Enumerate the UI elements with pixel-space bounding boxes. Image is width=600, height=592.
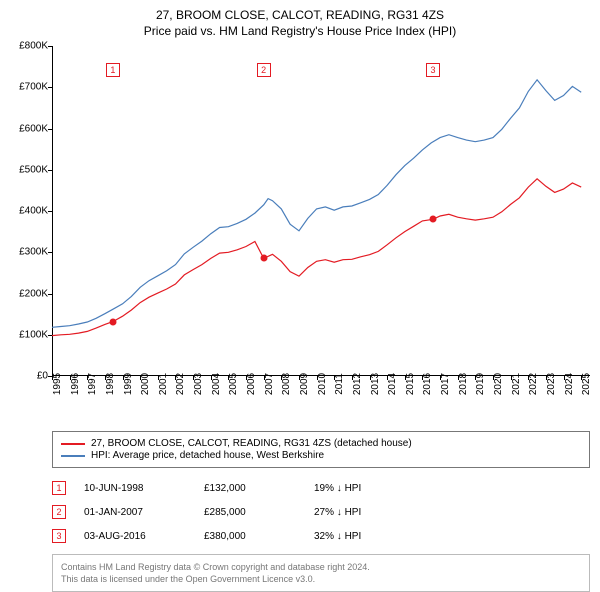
sale-marker-dot-1 [109, 318, 116, 325]
x-tick-label: 1995 [52, 373, 63, 395]
x-tick-label: 2003 [193, 373, 204, 395]
x-tick-label: 2008 [281, 373, 292, 395]
legend-label: 27, BROOM CLOSE, CALCOT, READING, RG31 4… [91, 438, 412, 449]
x-tick-label: 2000 [140, 373, 151, 395]
x-tick-label: 2022 [528, 373, 539, 395]
x-tick-label: 2012 [352, 373, 363, 395]
legend-swatch [61, 443, 85, 445]
y-tick-label: £0 [37, 371, 48, 382]
y-tick-label: £600K [19, 123, 48, 134]
y-tick-mark [48, 87, 52, 88]
sale-date: 01-JAN-2007 [84, 507, 204, 518]
x-tick-label: 2006 [246, 373, 257, 395]
x-tick-label: 1999 [123, 373, 134, 395]
legend-label: HPI: Average price, detached house, West… [91, 450, 324, 461]
sale-date: 10-JUN-1998 [84, 483, 204, 494]
x-tick-label: 2002 [175, 373, 186, 395]
x-tick-label: 2018 [458, 373, 469, 395]
sales-table: 1 10-JUN-1998£132,00019% ↓ HPI 2 01-JAN-200… [52, 476, 590, 548]
y-tick-label: £500K [19, 164, 48, 175]
x-tick-label: 2010 [317, 373, 328, 395]
legend-row: 27, BROOM CLOSE, CALCOT, READING, RG31 4… [61, 438, 581, 449]
y-tick-mark [48, 129, 52, 130]
sale-date: 03-AUG-2016 [84, 531, 204, 542]
sale-diff: 32% ↓ HPI [314, 531, 424, 542]
footer-line-2: This data is licensed under the Open Gov… [61, 573, 581, 585]
x-axis: 1995199619971998199920002001200220032004… [52, 378, 590, 423]
y-tick-label: £300K [19, 247, 48, 258]
y-tick-label: £100K [19, 329, 48, 340]
sale-row: 2 01-JAN-2007£285,00027% ↓ HPI [52, 500, 590, 524]
y-tick-mark [48, 211, 52, 212]
sale-price: £380,000 [204, 531, 314, 542]
x-tick-label: 2011 [334, 373, 345, 395]
sale-row-marker: 1 [52, 481, 66, 495]
x-tick-label: 1997 [87, 373, 98, 395]
y-tick-mark [48, 252, 52, 253]
x-tick-label: 2001 [158, 373, 169, 395]
sale-marker-box-1: 1 [106, 63, 120, 77]
footer-attribution: Contains HM Land Registry data © Crown c… [52, 554, 590, 592]
plot-region: 1 2 3 [52, 46, 590, 376]
sale-row: 1 10-JUN-1998£132,00019% ↓ HPI [52, 476, 590, 500]
sale-diff: 27% ↓ HPI [314, 507, 424, 518]
x-tick-label: 2007 [264, 373, 275, 395]
title-line-1: 27, BROOM CLOSE, CALCOT, READING, RG31 4… [0, 8, 600, 22]
x-tick-label: 2016 [422, 373, 433, 395]
legend-box: 27, BROOM CLOSE, CALCOT, READING, RG31 4… [52, 431, 590, 468]
series-hpi [52, 80, 581, 327]
sale-row: 3 03-AUG-2016£380,00032% ↓ HPI [52, 524, 590, 548]
x-tick-label: 2005 [228, 373, 239, 395]
chart-titles: 27, BROOM CLOSE, CALCOT, READING, RG31 4… [0, 0, 600, 42]
y-tick-mark [48, 335, 52, 336]
title-line-2: Price paid vs. HM Land Registry's House … [0, 24, 600, 38]
sale-marker-dot-2 [260, 255, 267, 262]
y-tick-mark [48, 170, 52, 171]
y-tick-label: £700K [19, 82, 48, 93]
sale-row-marker: 2 [52, 505, 66, 519]
sale-price: £132,000 [204, 483, 314, 494]
x-tick-label: 2023 [546, 373, 557, 395]
x-tick-label: 2025 [581, 373, 592, 395]
x-tick-label: 2009 [299, 373, 310, 395]
y-tick-mark [48, 294, 52, 295]
sale-marker-dot-3 [430, 216, 437, 223]
x-tick-label: 1996 [70, 373, 81, 395]
x-tick-label: 2004 [211, 373, 222, 395]
sale-diff: 19% ↓ HPI [314, 483, 424, 494]
sale-marker-box-2: 2 [257, 63, 271, 77]
x-tick-label: 2015 [405, 373, 416, 395]
footer-line-1: Contains HM Land Registry data © Crown c… [61, 561, 581, 573]
x-tick-label: 2014 [387, 373, 398, 395]
series-property [52, 179, 581, 336]
chart-lines-svg [52, 46, 590, 376]
x-tick-label: 2019 [475, 373, 486, 395]
sale-price: £285,000 [204, 507, 314, 518]
x-tick-label: 2017 [440, 373, 451, 395]
legend-row: HPI: Average price, detached house, West… [61, 450, 581, 461]
chart-plot-area: £0£100K£200K£300K£400K£500K£600K£700K£80… [52, 46, 590, 376]
y-tick-label: £200K [19, 288, 48, 299]
sale-row-marker: 3 [52, 529, 66, 543]
x-tick-label: 2013 [370, 373, 381, 395]
y-axis: £0£100K£200K£300K£400K£500K£600K£700K£80… [8, 46, 48, 376]
x-tick-label: 2024 [564, 373, 575, 395]
x-tick-label: 2020 [493, 373, 504, 395]
y-tick-mark [48, 46, 52, 47]
sale-marker-box-3: 3 [426, 63, 440, 77]
y-tick-label: £800K [19, 41, 48, 52]
y-tick-label: £400K [19, 206, 48, 217]
x-tick-label: 2021 [511, 373, 522, 395]
x-tick-label: 1998 [105, 373, 116, 395]
legend-swatch [61, 455, 85, 457]
